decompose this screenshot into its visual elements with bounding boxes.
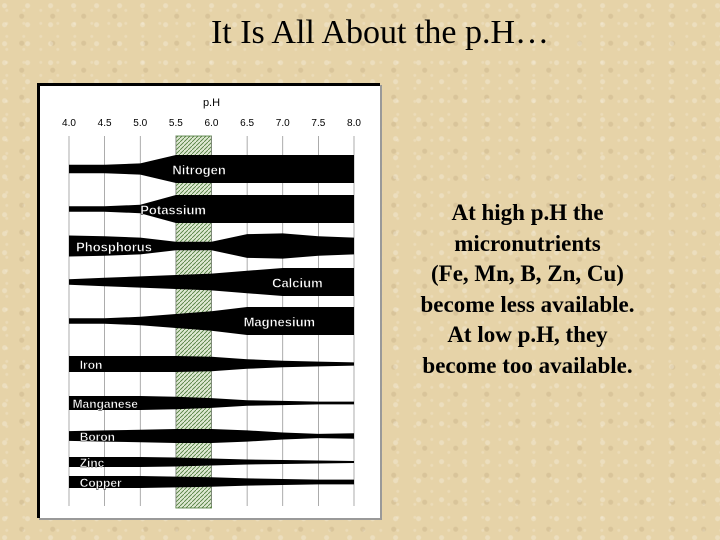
nutrient-label: Phosphorus: [76, 240, 152, 255]
nutrient-label: Iron: [80, 358, 103, 372]
nutrient-band: [69, 155, 354, 183]
note-line: (Fe, Mn, B, Zn, Cu): [431, 261, 624, 286]
nutrient-label: Nitrogen: [172, 163, 226, 178]
nutrient-label: Zinc: [80, 456, 105, 470]
nutrient-label: Copper: [80, 476, 122, 490]
nutrient-chart-svg: p.H 4.0 4.5 5.0 5.5 6.0 6.5 7.0 7.5 8.0 Nitrogen Po…: [62, 97, 361, 509]
nutrient-band: [69, 356, 354, 372]
tick-label: 6.5: [240, 118, 254, 129]
nutrient-band: [69, 195, 354, 223]
nutrient-label: Magnesium: [244, 315, 316, 330]
tick-label: 8.0: [347, 118, 361, 129]
nutrient-label: Boron: [80, 430, 115, 444]
note-line: micronutrients: [454, 230, 601, 256]
nutrient-availability-chart: p.H 4.0 4.5 5.0 5.5 6.0 6.5 7.0 7.5 8.0 Nitrogen Po…: [37, 83, 380, 518]
nutrient-band: [69, 396, 354, 410]
nutrient-band: [69, 429, 354, 443]
tick-label: 4.5: [98, 118, 112, 129]
nutrient-label: Manganese: [73, 397, 139, 411]
nutrient-band: [69, 268, 354, 296]
slide-title: It Is All About the p.H…: [210, 14, 550, 51]
tick-label: 5.5: [169, 118, 183, 129]
nutrient-band: [69, 457, 354, 467]
nutrient-band: [69, 307, 354, 335]
nutrient-label: Potassium: [140, 203, 206, 218]
axis-title: p.H: [203, 97, 220, 109]
tick-label: 6.0: [205, 118, 219, 129]
note-line: At low p.H, they: [447, 322, 608, 347]
tick-label: 7.0: [276, 118, 290, 129]
note-line: become less available.: [420, 291, 635, 317]
nutrient-label: Calcium: [272, 276, 323, 291]
slide-note: At high p.H the micronutrients (Fe, Mn, …: [390, 198, 665, 381]
tick-label: 7.5: [311, 118, 325, 129]
tick-label: 5.0: [133, 118, 147, 129]
tick-label: 4.0: [62, 118, 76, 129]
note-line: become too available.: [422, 352, 633, 378]
nutrient-band: [69, 233, 354, 259]
note-line: At high p.H the: [451, 200, 604, 225]
nutrient-band: [69, 476, 354, 488]
